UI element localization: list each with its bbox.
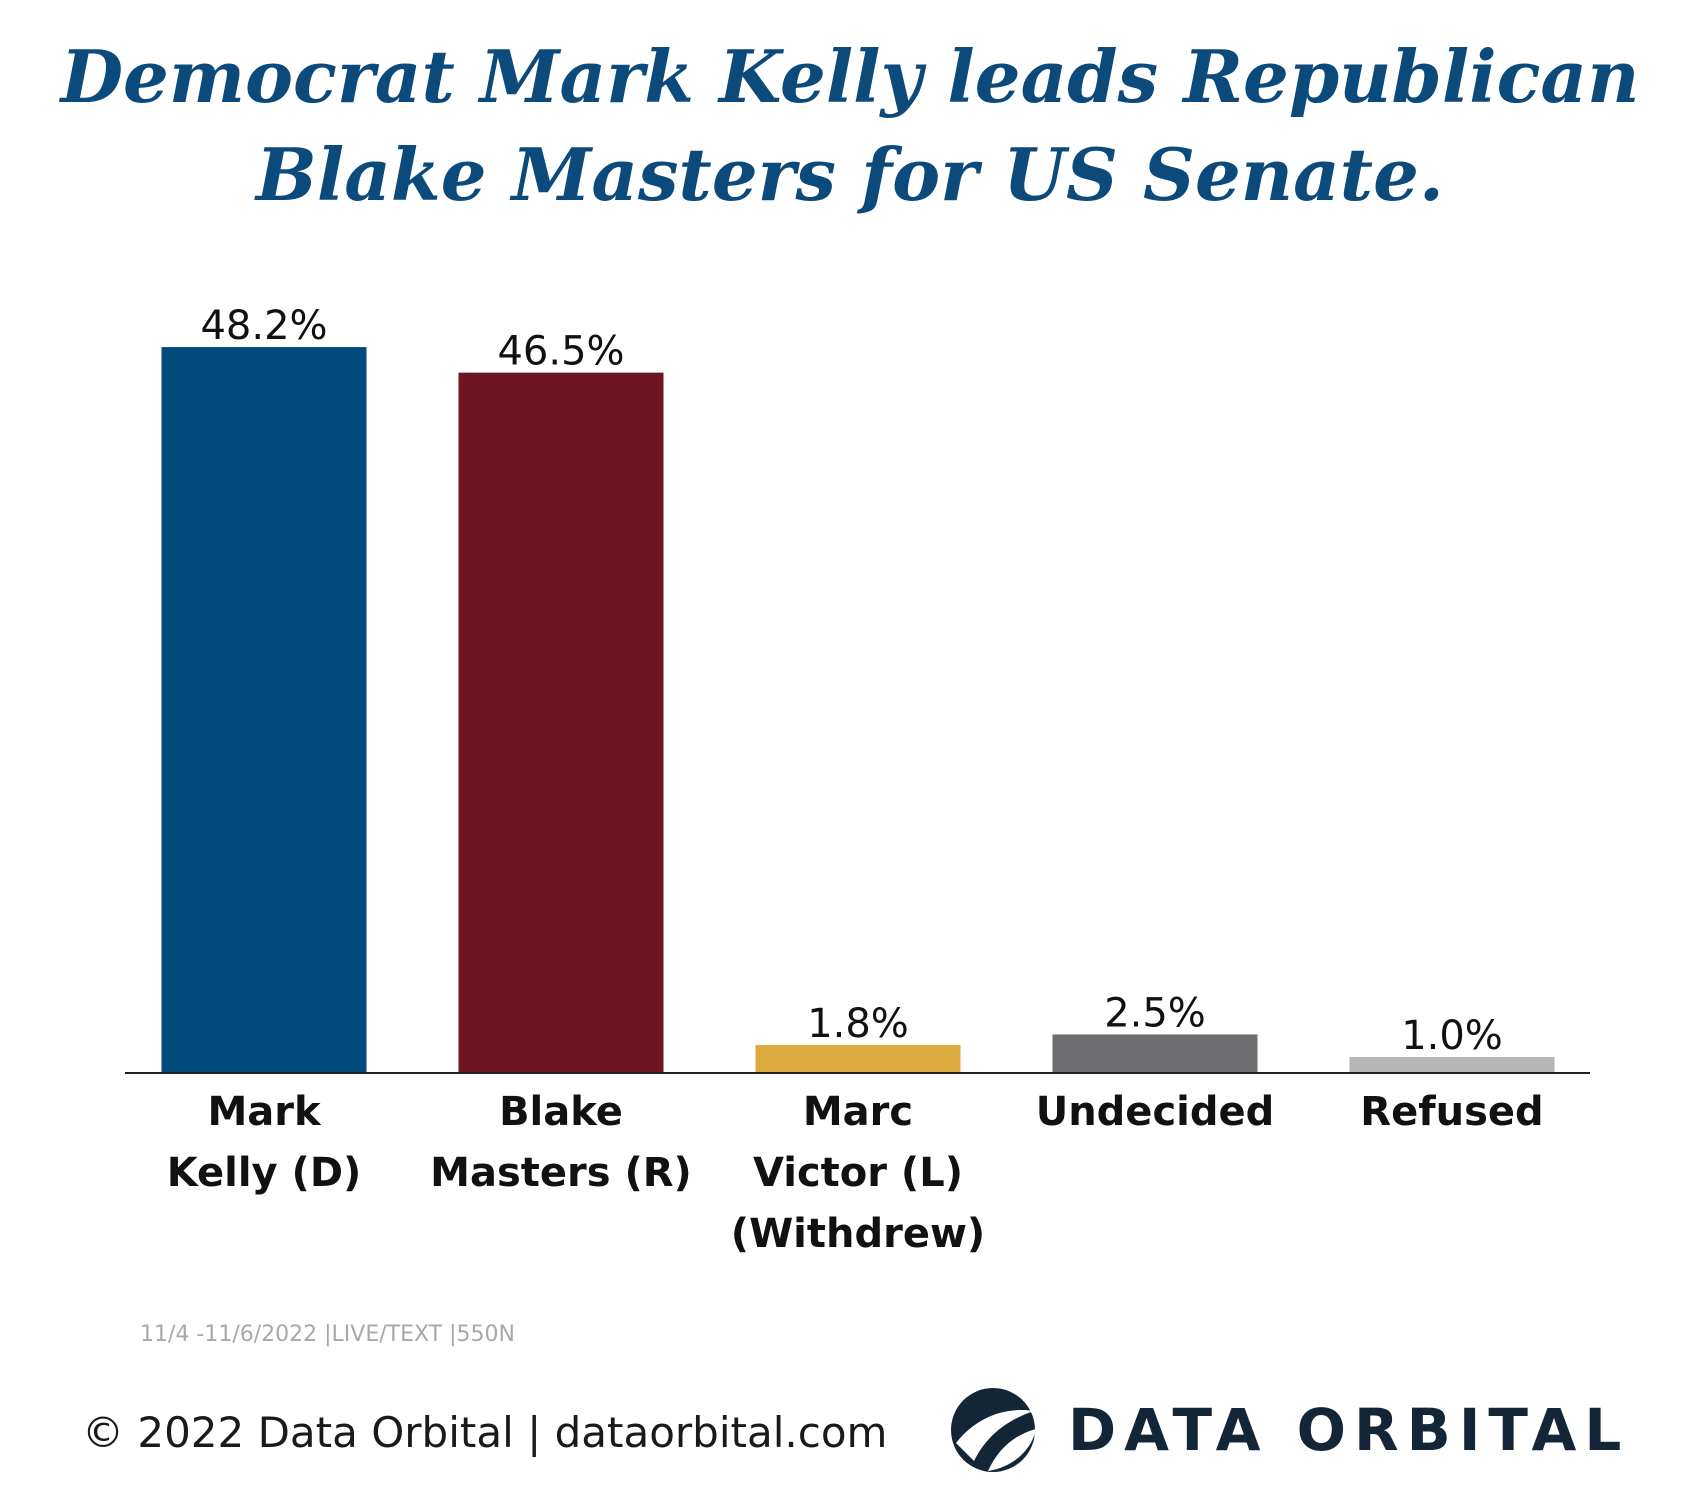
bar-value-label-4: 1.0% bbox=[1401, 1013, 1503, 1059]
bar-1 bbox=[458, 372, 664, 1072]
bar-value-label-3: 2.5% bbox=[1104, 990, 1206, 1036]
category-label-2-line-0: Marc bbox=[803, 1089, 913, 1135]
bar-value-label-0: 48.2% bbox=[200, 303, 327, 349]
orbital-globe-icon bbox=[951, 1388, 1036, 1472]
category-label-2-line-1: Victor (L) bbox=[753, 1150, 963, 1196]
category-label-1-line-0: Blake bbox=[499, 1089, 623, 1135]
category-label-0-line-0: Mark bbox=[207, 1089, 322, 1135]
chart-title-line-1: Democrat Mark Kelly leads Republican bbox=[60, 34, 1640, 119]
bar-3 bbox=[1052, 1034, 1258, 1072]
bar-4 bbox=[1349, 1056, 1555, 1072]
bar-0 bbox=[161, 347, 367, 1072]
poll-footnote: 11/4 -11/6/2022 |LIVE/TEXT |550N bbox=[140, 1322, 515, 1347]
category-label-4-line-0: Refused bbox=[1360, 1089, 1543, 1135]
copyright-text: © 2022 Data Orbital | dataorbital.com bbox=[82, 1408, 888, 1457]
category-label-3-line-0: Undecided bbox=[1036, 1089, 1275, 1135]
category-label-0-line-1: Kelly (D) bbox=[167, 1150, 362, 1196]
bar-value-label-2: 1.8% bbox=[807, 1001, 909, 1047]
logo-wordmark: DATA ORBITAL bbox=[1068, 1396, 1630, 1464]
category-label-2-line-2: (Withdrew) bbox=[731, 1211, 985, 1257]
chart-title-line-2: Blake Masters for US Senate. bbox=[256, 132, 1444, 217]
data-orbital-logo: DATA ORBITAL bbox=[948, 1385, 1629, 1475]
bar-value-label-1: 46.5% bbox=[497, 329, 624, 375]
bar-2 bbox=[755, 1044, 961, 1072]
chart-title: Democrat Mark Kelly leads Republican Bla… bbox=[0, 28, 1700, 224]
category-label-1-line-1: Masters (R) bbox=[430, 1150, 692, 1196]
bar-chart: 48.2% Mark Kelly (D) 46.5% Blake Masters (R) 1… bbox=[125, 303, 1590, 1257]
